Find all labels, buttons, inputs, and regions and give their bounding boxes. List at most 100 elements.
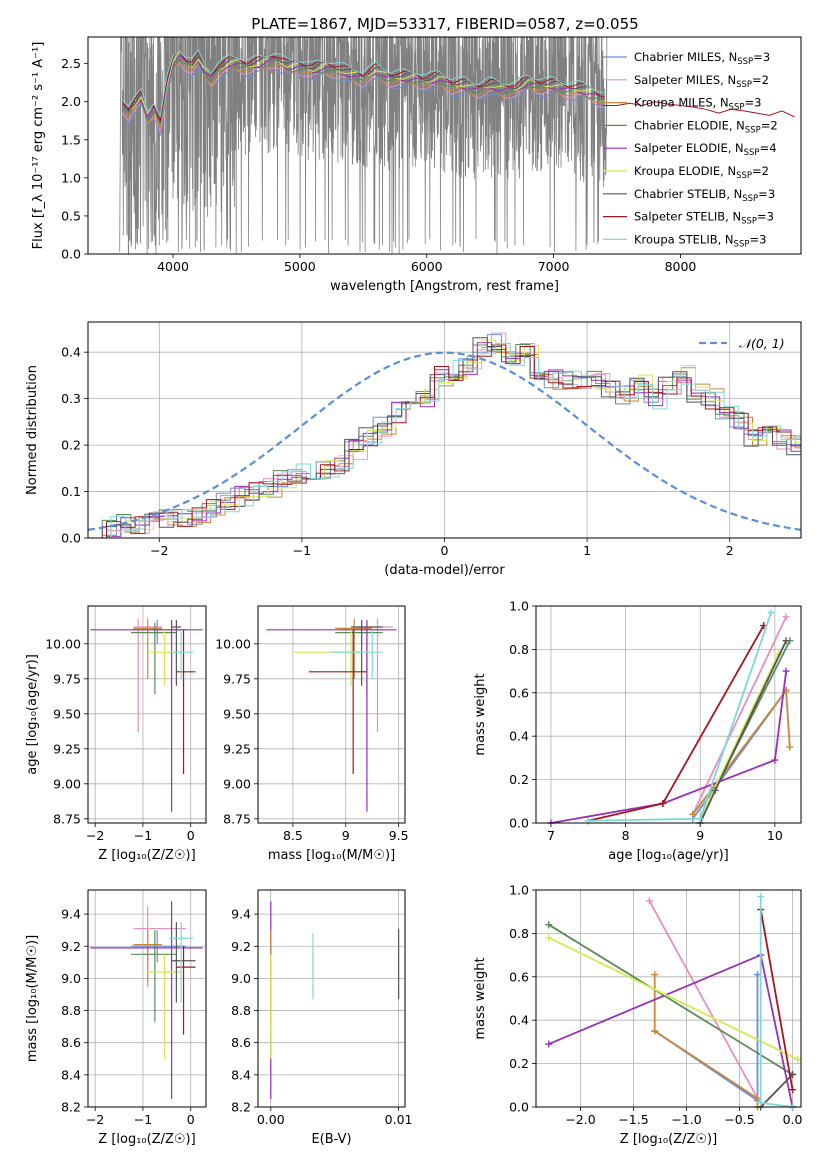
spectrum-legend: Chabrier MILES, NSSP=3 Salpeter MILES, NS… (603, 50, 778, 249)
x-tick-label: 0 (187, 1112, 195, 1127)
x-tick-label: 0 (187, 828, 195, 843)
axes-frame (87, 321, 802, 539)
weight-marker-kroupa-miles (689, 810, 697, 818)
weight-marker-salpeter-stelib (659, 799, 667, 807)
axes-frame (535, 889, 802, 1108)
y-tick-label: 0.8 (509, 926, 529, 941)
spectrum-traces (119, 37, 795, 254)
y-tick-label: 10.00 (215, 636, 251, 651)
x-axis-label: E(B-V) (311, 1132, 351, 1147)
x-tick-label: 0.00 (257, 1112, 285, 1127)
errorbar-group (270, 901, 400, 1099)
y-tick-label: 8.75 (53, 811, 81, 826)
x-tick-label: −1 (134, 1112, 152, 1127)
x-tick-label: −1 (134, 828, 152, 843)
y-tick-label: 9.0 (61, 971, 81, 986)
y-tick-label: 9.00 (53, 776, 81, 791)
weight-line-salpeter-elodie (548, 953, 794, 1108)
weight-marker-kroupa-stelib (757, 893, 765, 901)
legend-label-salpeter-stelib: Salpeter STELIB, NSSP=3 (634, 210, 774, 227)
weight-line-kroupa-elodie (699, 653, 780, 820)
x-tick-label: 1 (583, 543, 591, 558)
weight-marker-kroupa-stelib (696, 815, 704, 823)
y-tick-label: 9.75 (53, 671, 81, 686)
x-axis-label: (data-model)/error (384, 563, 505, 578)
weight-line-salpeter-stelib (588, 625, 765, 822)
x-tick-label: 6000 (411, 259, 443, 274)
legend-label-chabrier-elodie: Chabrier ELODIE, NSSP=2 (634, 118, 778, 135)
y-tick-label: 10.00 (45, 636, 81, 651)
x-tick-label: −1.0 (671, 1112, 701, 1127)
histogram-step-salpeter-stelib (92, 344, 801, 538)
normal-reference-curve (88, 351, 801, 531)
weight-marker-salpeter-elodie (545, 1040, 553, 1048)
model-line-kroupa-stelib (121, 49, 605, 118)
y-tick-label: 8.75 (223, 811, 251, 826)
histogram-step-kroupa-stelib (96, 343, 801, 538)
y-axis-label: mass weight (473, 673, 488, 755)
y-tick-label: 0.3 (61, 391, 81, 406)
y-tick-label: 9.50 (223, 706, 251, 721)
legend-label-normal: 𝒩(0, 1) (739, 336, 785, 351)
x-tick-label: 0 (441, 543, 449, 558)
y-tick-label: 0.4 (61, 345, 81, 360)
x-axis-label: wavelength [Angstrom, rest frame] (330, 279, 559, 294)
x-axis-label: mass [log₁₀(M/M☉)] (268, 848, 395, 863)
y-tick-label: 0.8 (509, 642, 529, 657)
y-tick-label: 0.6 (509, 969, 529, 984)
y-tick-label: 8.2 (61, 1100, 81, 1115)
x-tick-label: −0.5 (724, 1112, 754, 1127)
x-tick-label: 9.5 (389, 828, 409, 843)
y-tick-label: 8.2 (231, 1100, 251, 1115)
weight-marker-kroupa-miles (651, 1027, 659, 1035)
weight-marker-kroupa-elodie (794, 1055, 802, 1063)
figure-title: PLATE=1867, MJD=53317, FIBERID=0587, z=0… (251, 15, 638, 33)
y-tick-label: 0.2 (61, 438, 81, 453)
weight-line-salpeter-stelib (759, 909, 794, 1090)
legend-label-chabrier-stelib: Chabrier STELIB, NSSP=3 (634, 187, 775, 204)
age-vs-mass-plot: 8.5 9 9.5 8.75 9.00 9.25 9.50 9.75 10.00 mass [lo… (215, 605, 409, 863)
axes-frame (535, 605, 802, 824)
y-tick-label: 9.25 (223, 741, 251, 756)
y-tick-label: 1.0 (509, 599, 529, 614)
x-tick-label: 7 (547, 828, 555, 843)
weight-line-chabrier-elodie (548, 923, 793, 1076)
y-tick-label: 9.4 (231, 907, 251, 922)
y-tick-label: 8.4 (61, 1067, 81, 1082)
y-tick-label: 2.5 (61, 56, 81, 71)
weight-marker-salpeter-elodie (782, 667, 790, 675)
x-tick-label: −2 (86, 1112, 104, 1127)
errorbar-group (90, 618, 203, 812)
histogram-step-salpeter-miles (92, 332, 801, 538)
weight-marker-kroupa-stelib (757, 1099, 765, 1107)
legend-label-kroupa-stelib: Kroupa STELIB, NSSP=3 (634, 232, 766, 249)
y-tick-label: 0.0 (509, 1100, 529, 1115)
axes-frame (87, 605, 207, 824)
weight-marker-chabrier-stelib (711, 786, 719, 794)
y-axis-label: Normed distribution (25, 365, 40, 495)
y-tick-label: 0.2 (509, 772, 529, 787)
y-tick-label: 0.0 (61, 531, 81, 546)
y-tick-label: 9.00 (223, 776, 251, 791)
mass-weight-vs-metallicity-plot: −2.0 −1.5 −1.0 −0.5 0.0 0.0 0.2 0.4 0.6 0.8 1.0 Z [… (473, 883, 803, 1148)
weight-marker-salpeter-miles (645, 897, 653, 905)
x-tick-label: −1 (293, 543, 311, 558)
errorbar-group (266, 618, 397, 812)
x-tick-label: 5000 (284, 259, 316, 274)
axes-frame (87, 889, 207, 1108)
y-axis-label: age [log₁₀(age/yr)] (25, 654, 40, 775)
y-tick-label: 0.6 (509, 685, 529, 700)
y-tick-label: 0.4 (509, 1013, 529, 1028)
y-tick-label: 8.8 (231, 1003, 251, 1018)
x-axis-label: age [log₁₀(age/yr)] (608, 848, 729, 863)
x-tick-label: −2 (86, 828, 104, 843)
y-tick-label: 0.0 (61, 247, 81, 262)
y-tick-label: 0.1 (61, 484, 81, 499)
age-vs-metallicity-plot: −2 −1 0 8.75 9.00 9.25 9.50 9.75 10.00 Z [log₁₀(Z… (25, 605, 207, 863)
y-tick-label: 9.0 (231, 971, 251, 986)
legend-label-kroupa-elodie: Kroupa ELODIE, NSSP=2 (634, 164, 769, 181)
weight-line-kroupa-elodie (548, 936, 799, 1061)
x-axis-label: Z [log₁₀(Z/Z☉)] (620, 1132, 717, 1147)
histogram-step-chabrier-stelib (88, 337, 801, 538)
